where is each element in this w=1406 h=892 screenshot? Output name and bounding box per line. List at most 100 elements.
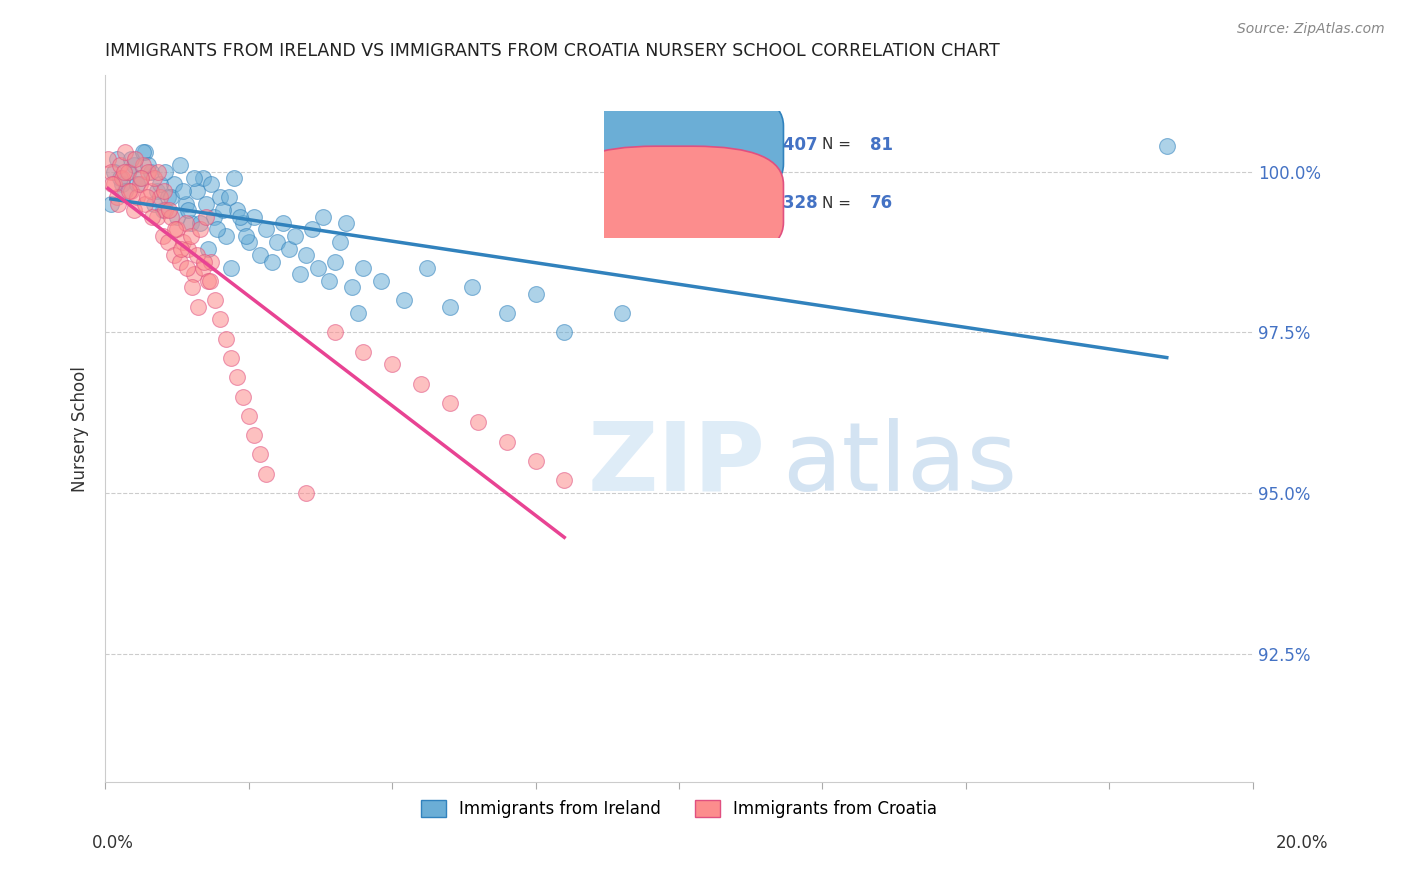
Point [381, 358, 404, 372]
Point [139, 164, 162, 178]
Point [370, 274, 392, 288]
Point [163, 248, 186, 262]
Point [105, 152, 128, 166]
Point [221, 351, 243, 365]
Text: Source: ZipAtlas.com: Source: ZipAtlas.com [1237, 22, 1385, 37]
Point [290, 268, 312, 282]
Point [122, 203, 145, 218]
Point [176, 261, 198, 276]
Point [160, 190, 183, 204]
Point [112, 164, 135, 178]
Point [295, 248, 318, 262]
Point [131, 158, 153, 172]
Point [139, 184, 162, 198]
Point [174, 196, 197, 211]
Legend: Immigrants from Ireland, Immigrants from Croatia: Immigrants from Ireland, Immigrants from… [415, 794, 943, 825]
Point [226, 370, 249, 384]
Point [186, 184, 208, 198]
Point [249, 448, 271, 462]
Point [118, 184, 141, 198]
Point [128, 171, 150, 186]
Point [254, 222, 277, 236]
Point [335, 216, 357, 230]
Point [191, 261, 214, 276]
Text: atlas: atlas [782, 417, 1018, 510]
Point [415, 261, 437, 276]
Point [103, 164, 125, 178]
Point [312, 210, 335, 224]
Point [211, 203, 233, 218]
Point [143, 171, 166, 186]
Point [271, 216, 294, 230]
Point [439, 396, 461, 410]
Point [232, 390, 254, 404]
Point [174, 216, 197, 230]
Point [249, 248, 271, 262]
Point [323, 326, 346, 340]
Point [524, 286, 547, 301]
Point [146, 210, 169, 224]
Point [177, 242, 200, 256]
Point [191, 171, 214, 186]
Point [208, 190, 231, 204]
Point [229, 210, 252, 224]
Point [496, 306, 519, 320]
Text: 20.0%: 20.0% [1277, 834, 1329, 852]
Point [524, 454, 547, 468]
Point [352, 344, 374, 359]
Point [200, 254, 222, 268]
Point [101, 178, 124, 192]
Point [183, 268, 205, 282]
Point [160, 210, 183, 224]
Point [352, 261, 374, 276]
Point [392, 293, 415, 308]
Point [128, 178, 150, 192]
Point [157, 190, 180, 204]
Point [163, 178, 186, 192]
Point [125, 178, 148, 192]
Point [226, 203, 249, 218]
Point [200, 178, 222, 192]
Point [1156, 139, 1178, 153]
Point [194, 196, 217, 211]
Point [134, 196, 156, 211]
Point [329, 235, 352, 250]
Point [100, 164, 122, 178]
Point [181, 280, 204, 294]
Point [141, 210, 163, 224]
Point [496, 434, 519, 449]
Point [135, 190, 157, 204]
Point [439, 300, 461, 314]
Point [97, 152, 120, 166]
Point [301, 222, 323, 236]
Point [183, 171, 205, 186]
Point [155, 164, 177, 178]
Point [188, 222, 211, 236]
Point [129, 171, 152, 186]
Point [114, 184, 136, 198]
Point [136, 158, 159, 172]
Point [221, 261, 243, 276]
Point [243, 428, 266, 442]
Point [238, 235, 260, 250]
Point [136, 164, 159, 178]
Point [260, 254, 283, 268]
Point [238, 409, 260, 423]
Text: IMMIGRANTS FROM IRELAND VS IMMIGRANTS FROM CROATIA NURSERY SCHOOL CORRELATION CH: IMMIGRANTS FROM IRELAND VS IMMIGRANTS FR… [105, 42, 1000, 60]
Point [117, 164, 139, 178]
Point [180, 228, 202, 243]
Point [295, 486, 318, 500]
Point [205, 222, 228, 236]
Point [208, 312, 231, 326]
Point [243, 210, 266, 224]
Point [105, 190, 128, 204]
Point [346, 306, 368, 320]
Point [177, 203, 200, 218]
Point [170, 242, 193, 256]
Point [202, 210, 225, 224]
Point [134, 145, 156, 160]
Point [224, 171, 246, 186]
Point [169, 254, 191, 268]
Point [553, 326, 575, 340]
Point [149, 178, 172, 192]
